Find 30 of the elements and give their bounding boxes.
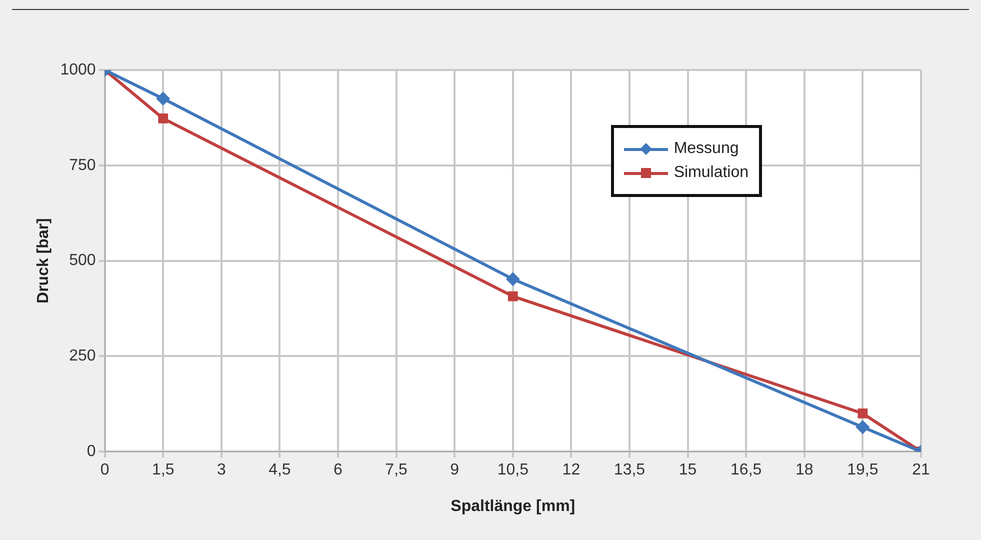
- y-axis-title: Druck [bar]: [35, 218, 52, 304]
- x-tick-label: 15: [678, 462, 697, 479]
- point: [508, 291, 518, 302]
- point: [506, 272, 520, 286]
- x-tick-label: 13,5: [614, 462, 646, 479]
- y-tick-label: 500: [69, 252, 96, 270]
- point: [858, 408, 868, 418]
- x-tick-label: 10,5: [497, 462, 529, 479]
- x-tick-label: 16,5: [730, 462, 762, 479]
- point: [158, 114, 168, 124]
- y-tick-label: 750: [69, 156, 96, 174]
- x-tick-label: 0: [100, 462, 110, 479]
- x-tick-label: 12: [562, 462, 580, 479]
- x-tick-label: 21: [912, 462, 930, 479]
- x-tick-label: 9: [450, 462, 460, 479]
- x-tick-label: 1,5: [152, 462, 174, 479]
- x-tick-label: 3: [216, 462, 226, 479]
- x-tick-label: 18: [796, 462, 814, 479]
- x-tick-label: 6: [334, 462, 343, 479]
- x-axis-title: Spaltlänge [mm]: [450, 498, 576, 515]
- point: [156, 92, 170, 106]
- x-tick-label: 7,5: [385, 462, 408, 479]
- legend-label: Messung: [674, 140, 739, 158]
- legend-label: Simulation: [674, 164, 749, 182]
- x-tick-label: 19,5: [847, 462, 878, 479]
- point: [856, 420, 870, 434]
- y-tick-label: 1000: [60, 61, 96, 78]
- y-tick-label: 250: [69, 348, 96, 365]
- x-tick-label: 4,5: [268, 462, 291, 479]
- y-tick-label: 0: [86, 443, 96, 460]
